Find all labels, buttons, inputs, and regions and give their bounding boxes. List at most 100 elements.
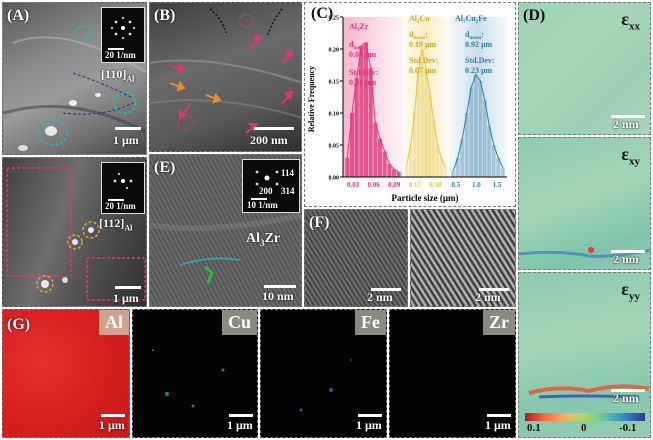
bar-al7cu2fe (464, 113, 469, 177)
strain-label-eyy: εyy (621, 279, 640, 303)
annotation-al3zr-std-label: Std.Dev: (349, 68, 379, 77)
scale-bar-g-fe (358, 414, 382, 417)
x-tick-label: 0.5 (451, 181, 460, 189)
bar-al3zr (349, 113, 355, 177)
bar-al3zr (382, 151, 387, 177)
x-tick-label: 0.09 (388, 181, 401, 189)
phase-label-e-sub: 3 (260, 237, 265, 248)
eds-element-fe: Fe (355, 310, 386, 335)
fit-curve-al3zr (346, 41, 399, 173)
saed-pattern-a-bottom (113, 172, 133, 190)
eds-map-fe: Fe 1 μm (260, 309, 387, 438)
scale-text-g-al: 1 μm (99, 418, 125, 432)
strain-symbol-exy: ε (621, 144, 629, 164)
zone-axis-a-top: [110]Al (101, 67, 134, 83)
panel-f-right: 2 nm (410, 209, 516, 307)
inset-a-bottom-scale-bar (108, 199, 124, 201)
x-tick-label: 1.5 (493, 181, 502, 189)
y-axis-label: Relative Frequency (307, 66, 316, 132)
inset-e-scale-bar (251, 198, 267, 200)
inset-a-top-scale-text: 20 1/nm (105, 50, 136, 60)
panel-b-label: (B) (154, 7, 176, 24)
bar-al7cu2fe (460, 138, 465, 177)
annotation-al2cu-mean-label: dmean: (409, 30, 428, 41)
strain-label-exx: εxx (621, 9, 640, 33)
panel-f-label: (F) (309, 214, 330, 231)
eds-map-zr: Zr 1 μm (389, 309, 516, 438)
strain-sub-eyy: yy (629, 290, 640, 303)
y-tick-label: 0.00 (329, 176, 340, 182)
x-tick-label: 0.30 (429, 181, 442, 189)
bar-al3zr (363, 42, 369, 177)
x-ticks: 0.03 0.06 0.09 0.15 0.30 0.5 1.0 1.5 (347, 181, 502, 189)
y-ticks: 0.00 0.05 0.10 0.15 0.20 0.25 (329, 16, 343, 182)
scale-text-f-left: 2 nm (367, 290, 393, 304)
annotation-al7cu2fe-std-label: Std.Dev: (465, 56, 495, 65)
panel-d-exy-features (519, 247, 650, 258)
bar-al7cu2fe (496, 157, 501, 177)
scale-bar-g-zr (487, 414, 511, 417)
scale-text-a-top: 1 μm (113, 133, 139, 147)
panel-e-fft-inset: 114 200 314 10 1/nm (242, 159, 300, 213)
annotation-al3zr: Al3Zr dmean: 0.04 μm Std.Dev: 0.01 μm (349, 22, 379, 87)
panel-a-bottom-saed-inset: 20 1/nm (101, 162, 145, 214)
scale-bar-f-left (371, 288, 401, 291)
scale-text-g-fe: 1 μm (356, 418, 382, 432)
x-tick-label: 1.0 (472, 181, 481, 189)
phase-label-e-main: Al (246, 231, 260, 246)
eds-element-al: Al (99, 310, 129, 335)
panel-a-top-saed-inset: 20 1/nm (101, 7, 145, 63)
annotation-al7cu2fe-name: Al7Cu2Fe (455, 14, 487, 25)
bar-al2cu (443, 167, 447, 177)
y-tick-label: 0.20 (329, 48, 340, 54)
strain-symbol-eyy: ε (621, 279, 629, 299)
inset-a-bottom-scale-text: 20 1/nm (105, 201, 136, 211)
bar-al2cu (412, 113, 417, 177)
bar-al3zr (345, 157, 350, 177)
panel-e: (E) 114 200 314 10 1/nm Al3Zr 10 nm (149, 154, 302, 307)
colorbar-tick-1: 0.1 (527, 422, 541, 434)
strain-sub-exx: xx (629, 20, 640, 33)
scale-text-e: 10 nm (262, 289, 294, 303)
region-al2cu (403, 17, 449, 177)
bar-al2cu (432, 119, 436, 177)
bar-al3zr (359, 45, 364, 177)
y-tick-label: 0.05 (329, 144, 340, 150)
bar-al3zr (354, 77, 359, 177)
panel-c-label: (C) (311, 5, 334, 22)
scale-text-d-2: 2 nm (613, 252, 639, 266)
annotation-al3zr-name: Al3Zr (349, 22, 369, 33)
annotation-al2cu-std: 0.07 μm (409, 66, 437, 75)
scale-text-b: 200 nm (250, 133, 288, 147)
strain-colorbar (525, 413, 645, 421)
scale-text-f-right: 2 nm (475, 290, 501, 304)
bar-al7cu2fe (487, 125, 492, 177)
x-tick-label: 0.15 (409, 181, 422, 189)
zone-axis-a-top-sub: Al (126, 74, 135, 84)
bar-al3zr (396, 171, 401, 177)
scale-bar-d-3 (611, 389, 645, 392)
panel-c-chart: 0.00 0.05 0.10 0.15 0.20 0.25 0.03 0.06 0.09 0.1… (304, 2, 516, 207)
bar-al7cu2fe (491, 145, 496, 177)
panel-g-label: (G) (7, 316, 31, 333)
bar-al2cu (420, 49, 424, 177)
chart-bars (345, 42, 505, 177)
y-tick-label: 0.25 (329, 16, 340, 22)
eds-fe-specks (299, 359, 352, 412)
scale-bar-g-cu (229, 414, 253, 417)
panel-d-exy: εxy 2 nm (518, 137, 651, 270)
bar-al2cu (405, 164, 409, 177)
panel-d-eyy: εyy 2 nm 0.1 0 -0.1 (518, 272, 651, 438)
fft-spot-314: 314 (281, 186, 295, 196)
fft-spot-114: 114 (281, 168, 295, 178)
bar-al7cu2fe (455, 157, 460, 177)
scale-bar-d-1 (611, 115, 645, 118)
fit-curve-al2cu (406, 48, 446, 168)
annotation-al7cu2fe-std: 0.23 μm (465, 66, 493, 75)
bar-al2cu (439, 157, 443, 177)
eds-element-cu: Cu (221, 310, 257, 335)
panel-e-overlay (150, 212, 301, 284)
panel-b-overlay (150, 8, 301, 134)
panel-b: (B) 200 nm (149, 2, 302, 152)
scale-text-d-1: 2 nm (613, 117, 639, 131)
